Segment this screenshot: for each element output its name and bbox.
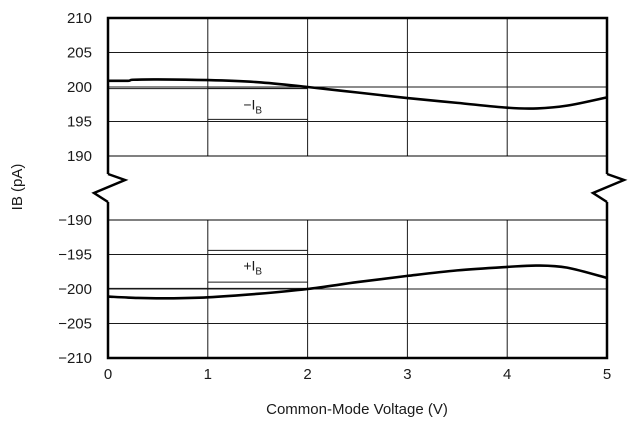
axis-break-right — [590, 172, 628, 204]
series-line-plus-ib — [107, 264, 608, 300]
series-line-minus-ib — [107, 78, 608, 110]
y-tick-label: −205 — [58, 316, 92, 333]
y-tick-label: 195 — [67, 114, 92, 131]
y-tick-label: −190 — [58, 212, 92, 229]
series-annotations: −IB +IB — [243, 96, 262, 277]
reference-marks — [108, 87, 308, 289]
grid-lines — [107, 17, 608, 359]
x-tick-label: 2 — [303, 366, 311, 383]
y-axis-title: IB (pA) — [9, 164, 26, 211]
x-tick-labels: 0 1 2 3 4 5 — [104, 366, 611, 383]
y-tick-label: −195 — [58, 247, 92, 264]
upper-frame — [106, 16, 609, 174]
plot-frame — [91, 16, 628, 360]
y-tick-label: 205 — [67, 45, 92, 62]
x-axis-title: Common-Mode Voltage (V) — [266, 401, 448, 418]
y-tick-labels: 210 205 200 195 190 −190 −195 −200 −205 −210 — [58, 10, 92, 367]
x-tick-label: 4 — [503, 366, 511, 383]
y-tick-label: −200 — [58, 281, 92, 298]
x-tick-label: 3 — [403, 366, 411, 383]
y-tick-label: 190 — [67, 148, 92, 165]
x-tick-label: 5 — [603, 366, 611, 383]
y-tick-label: −210 — [58, 350, 92, 367]
x-tick-label: 1 — [204, 366, 212, 383]
annotation-minus-ib: −IB — [243, 96, 262, 116]
y-tick-label: 200 — [67, 79, 92, 96]
y-tick-label: 210 — [67, 10, 92, 27]
x-tick-label: 0 — [104, 366, 112, 383]
series-layer — [107, 78, 608, 300]
lower-frame — [106, 202, 609, 360]
annotation-plus-ib: +IB — [243, 258, 262, 278]
axis-break-left — [91, 172, 129, 204]
